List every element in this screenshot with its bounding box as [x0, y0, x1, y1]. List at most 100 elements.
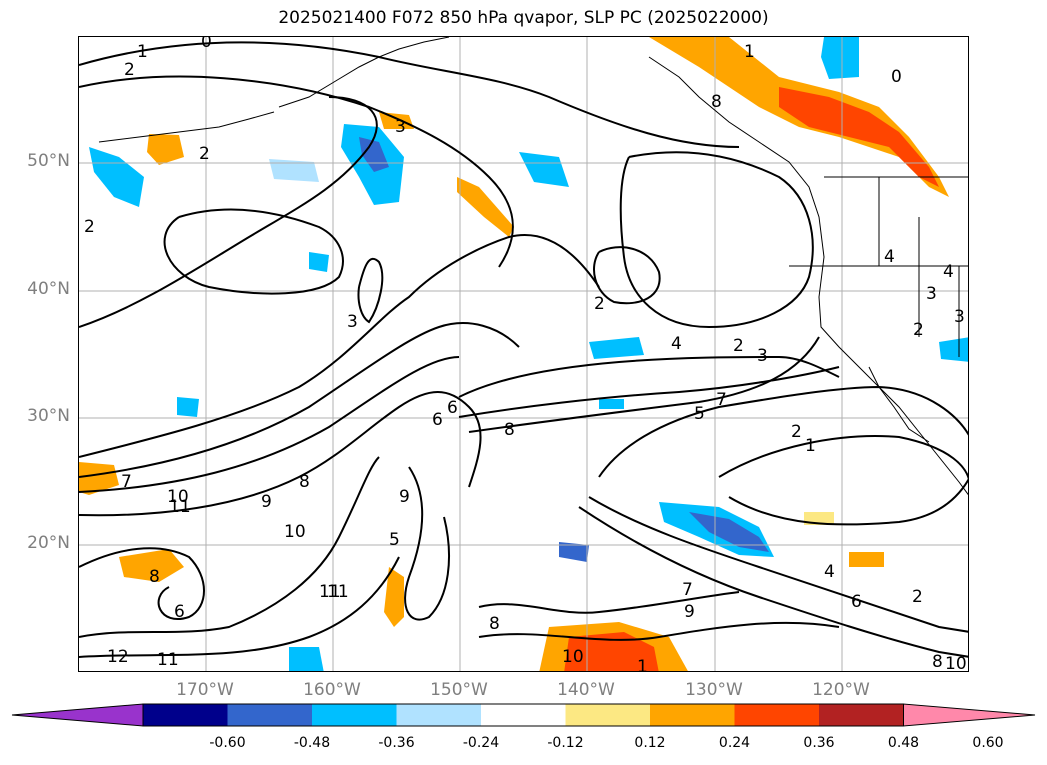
contour-line	[588, 496, 968, 633]
colorbar	[11, 703, 1036, 727]
contour-line	[79, 391, 482, 517]
colorbar-segment	[11, 703, 144, 727]
contour-line	[468, 336, 820, 433]
contour-line	[458, 366, 840, 418]
negative-moisture-region	[939, 337, 968, 362]
longitude-label-130w: 130°W	[685, 680, 743, 700]
colorbar-tick-label: -0.36	[378, 735, 415, 751]
contour-label: 1	[637, 657, 648, 672]
contour-label: 6	[447, 398, 458, 418]
contour-line	[357, 257, 384, 324]
contour-label: 3	[926, 284, 937, 304]
latitude-label-50n: 50°N	[27, 151, 70, 171]
contour-line	[79, 456, 380, 638]
contour-line	[79, 547, 205, 620]
contour-label: 3	[347, 312, 358, 332]
contour-label: 8	[932, 652, 943, 672]
negative-moisture-region	[589, 337, 644, 359]
positive-moisture-region	[384, 567, 404, 627]
contour-label: 7	[682, 580, 693, 600]
contour-label: 2	[733, 336, 744, 356]
contour-label: 8	[149, 567, 160, 587]
contour-label: 9	[684, 602, 695, 622]
contour-line	[458, 355, 840, 398]
negative-moisture-region	[821, 37, 859, 79]
contour-label: 11	[157, 650, 179, 670]
colorbar-outline	[142, 703, 904, 727]
contour-label: 9	[261, 492, 272, 512]
positive-moisture-region	[457, 177, 514, 237]
colorbar-tick-label: -0.12	[547, 735, 584, 751]
map-panel: 1 0 2 2 3 2 3 2 4 2 3 6 8 5 7 2 1 9 10 1…	[78, 36, 969, 672]
positive-moisture-region	[804, 512, 834, 525]
colorbar-tick-label: 0.24	[718, 735, 751, 751]
contour-line	[79, 75, 514, 268]
contour-label: 2	[199, 144, 210, 164]
colorbar-tick-label: 0.60	[972, 735, 1004, 751]
map-canvas: 1 0 2 2 3 2 3 2 4 2 3 6 8 5 7 2 1 9 10 1…	[79, 37, 968, 672]
contour-label: 7	[716, 390, 727, 410]
contour-label: 1	[805, 436, 816, 456]
negative-moisture-region	[309, 252, 329, 272]
contour-line	[478, 591, 740, 614]
contour-line	[404, 466, 450, 621]
contour-label: 8	[299, 472, 310, 492]
contour-label: 4	[671, 334, 682, 354]
contour-line	[79, 41, 740, 148]
longitude-label-160w: 160°W	[303, 680, 361, 700]
colorbar-tick-label: 0.36	[803, 735, 835, 751]
latitude-label-40n: 40°N	[27, 279, 70, 299]
contour-label: 10	[562, 647, 584, 667]
contour-label: 3	[954, 307, 965, 327]
latitude-label-30n: 30°N	[27, 406, 70, 426]
contour-line	[79, 96, 378, 328]
colorbar-segment	[312, 704, 397, 726]
contour-label: 6	[851, 592, 862, 612]
positive-moisture-region	[119, 549, 184, 582]
state-borders	[789, 177, 968, 357]
contour-label: 11	[327, 582, 349, 602]
positive-moisture-region	[849, 552, 884, 567]
coastlines	[98, 37, 968, 496]
contour-label: 2	[791, 422, 802, 442]
contour-label: 4	[824, 562, 835, 582]
longitude-label-120w: 120°W	[812, 680, 870, 700]
alaska-coastline	[278, 37, 450, 108]
colorbar-tick-label: 0.48	[887, 735, 920, 751]
longitude-label-140w: 140°W	[557, 680, 615, 700]
contour-label: 2	[594, 294, 605, 314]
contour-line	[728, 478, 968, 526]
baja-california	[868, 366, 930, 443]
contour-label: 2	[913, 320, 924, 340]
longitude-label-150w: 150°W	[430, 680, 488, 700]
strong-negative-moisture-region	[689, 512, 769, 552]
colorbar-tick-label: -0.60	[209, 735, 246, 751]
positive-moisture-region	[147, 134, 184, 165]
contour-label: 5	[694, 404, 705, 424]
contour-label: 2	[124, 60, 135, 80]
contour-line	[79, 234, 600, 458]
contour-label: 8	[711, 92, 722, 112]
contour-label: 8	[504, 420, 515, 440]
colorbar-segment	[650, 704, 735, 726]
positive-moisture-region	[379, 112, 414, 129]
longitude-label-170w: 170°W	[176, 680, 234, 700]
negative-moisture-region	[519, 152, 569, 187]
contour-label: 8	[489, 614, 500, 634]
negative-moisture-region	[177, 397, 199, 417]
negative-moisture-region	[269, 159, 319, 182]
contour-label: 4	[943, 262, 954, 282]
colorbar-tick-label: -0.48	[293, 735, 331, 751]
contour-label: 10	[945, 654, 967, 672]
contour-label: 9	[399, 487, 410, 507]
colorbar-segment	[227, 704, 312, 726]
negative-moisture-region	[289, 647, 324, 671]
contour-label: 11	[319, 582, 341, 602]
contour-label: 5	[389, 530, 400, 550]
aleutian-islands	[98, 111, 275, 143]
colorbar-tick-label: 0.12	[634, 735, 666, 751]
contour-line	[79, 322, 520, 478]
north-america-coastline	[648, 56, 968, 496]
contour-line	[79, 356, 460, 493]
strong-positive-moisture-region	[779, 87, 939, 187]
